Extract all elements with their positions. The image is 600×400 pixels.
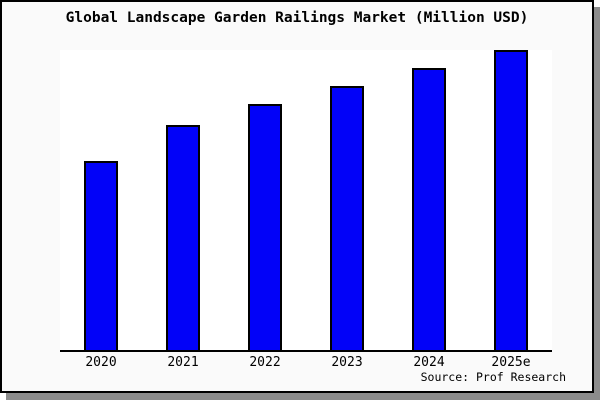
plot-area [60,50,552,352]
bar-2023 [330,86,364,350]
source-label: Source: Prof Research [420,370,566,384]
bar-2022 [248,104,282,350]
bar-2025e [494,50,528,350]
bar-2021 [166,125,200,350]
x-tick-2023: 2023 [331,355,363,370]
x-tick-2025e: 2025e [491,355,531,370]
bar-2020 [84,161,118,350]
x-tick-2022: 2022 [249,355,281,370]
x-tick-2024: 2024 [413,355,445,370]
chart-title: Global Landscape Garden Railings Market … [65,10,529,26]
x-tick-2021: 2021 [167,355,199,370]
x-axis-labels: 2020 2021 2022 2023 2024 2025e [2,355,592,371]
chart-window: Global Landscape Garden Railings Market … [0,0,594,393]
x-tick-2020: 2020 [85,355,117,370]
bar-2024 [412,68,446,350]
